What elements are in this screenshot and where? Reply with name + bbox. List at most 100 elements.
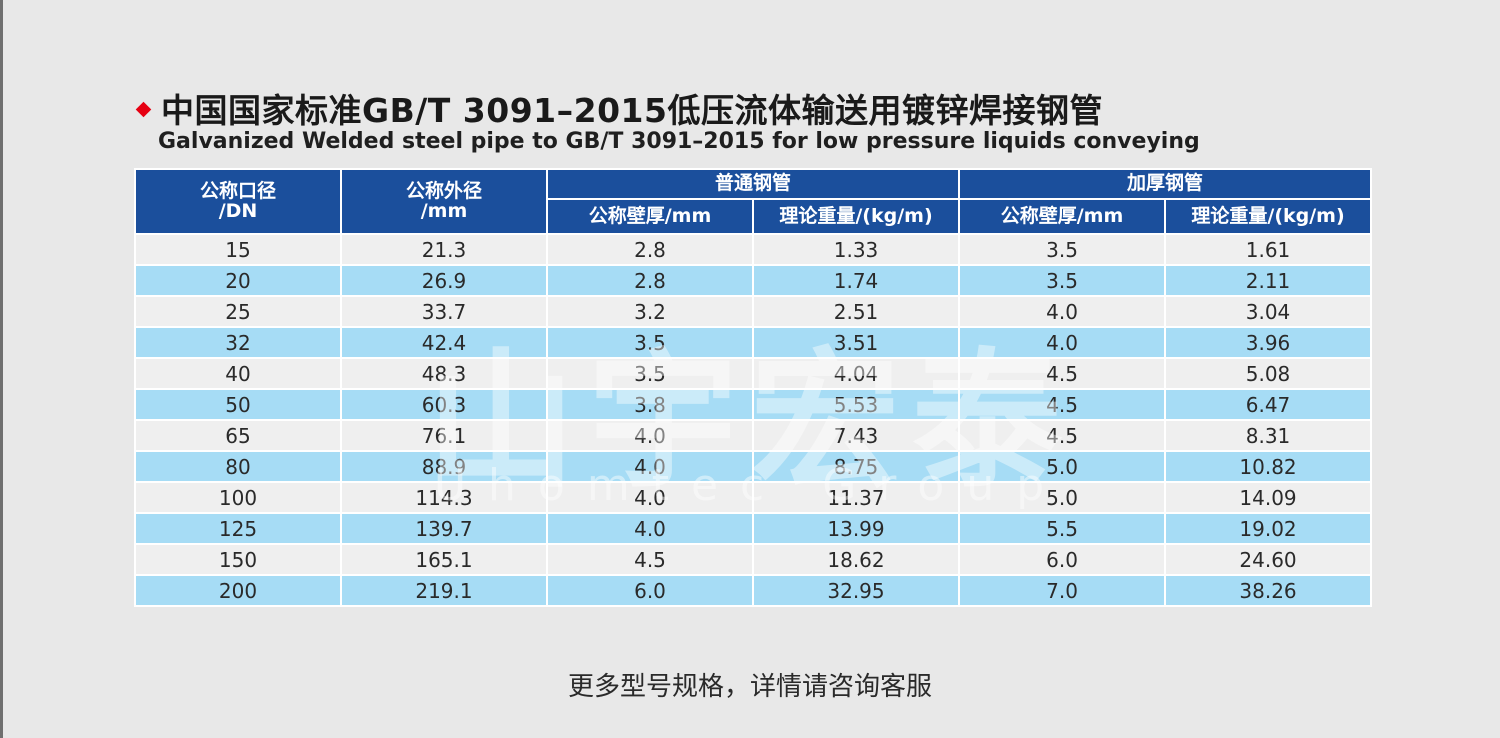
cell-od: 26.9	[340, 264, 548, 297]
cell-dn: 65	[134, 419, 342, 452]
cell-thick-weight: 19.02	[1164, 512, 1373, 545]
table-row: 20 26.9 2.8 1.74 3.5 2.11	[134, 264, 1373, 297]
cell-regular-weight: 7.43	[751, 419, 961, 452]
table-row: 40 48.3 3.5 4.04 4.5 5.08	[134, 357, 1373, 390]
cell-regular-weight: 1.33	[751, 233, 961, 266]
cell-regular-wall: 4.5	[546, 543, 754, 576]
title-chinese: 中国国家标准GB/T 3091–2015低压流体输送用镀锌焊接钢管	[132, 84, 1103, 132]
table-row: 100 114.3 4.0 11.37 5.0 14.09	[134, 481, 1373, 514]
cell-dn: 100	[134, 481, 342, 514]
cell-thick-wall: 4.5	[958, 357, 1167, 390]
header-regular-weight: 理论重量/(kg/m)	[751, 198, 961, 235]
header-od-line2: /mm	[420, 199, 468, 222]
cell-od: 33.7	[340, 295, 548, 328]
table-row: 125 139.7 4.0 13.99 5.5 19.02	[134, 512, 1373, 545]
header-thick-wall: 公称壁厚/mm	[958, 198, 1167, 235]
cell-thick-weight: 38.26	[1164, 574, 1373, 607]
cell-thick-wall: 6.0	[958, 543, 1167, 576]
cell-dn: 200	[134, 574, 342, 607]
cell-thick-weight: 8.31	[1164, 419, 1373, 452]
cell-od: 21.3	[340, 233, 548, 266]
table-header: 公称口径 /DN 公称外径 /mm 普通钢管 加厚钢管 公称壁厚/mm 理论重量…	[134, 168, 1373, 235]
cell-dn: 40	[134, 357, 342, 390]
cell-thick-weight: 24.60	[1164, 543, 1373, 576]
cell-regular-weight: 18.62	[751, 543, 961, 576]
cell-od: 165.1	[340, 543, 548, 576]
cell-od: 42.4	[340, 326, 548, 359]
cell-od: 114.3	[340, 481, 548, 514]
header-regular-wall: 公称壁厚/mm	[546, 198, 754, 235]
cell-thick-weight: 6.47	[1164, 388, 1373, 421]
cell-thick-wall: 4.0	[958, 326, 1167, 359]
cell-regular-weight: 11.37	[751, 481, 961, 514]
cell-regular-wall: 3.8	[546, 388, 754, 421]
table-body: 15 21.3 2.8 1.33 3.5 1.61 20 26.9 2.8 1.74 3.5 2.11…	[134, 233, 1373, 607]
header-od-line1: 公称外径	[405, 179, 482, 202]
spec-table: 公称口径 /DN 公称外径 /mm 普通钢管 加厚钢管 公称壁厚/mm 理论重量…	[134, 168, 1373, 607]
header-thick-weight: 理论重量/(kg/m)	[1164, 198, 1373, 235]
title-english: Galvanized Welded steel pipe to GB/T 309…	[158, 129, 1200, 154]
table-row: 150 165.1 4.5 18.62 6.0 24.60	[134, 543, 1373, 576]
title-chinese-text: 中国国家标准GB/T 3091–2015低压流体输送用镀锌焊接钢管	[161, 91, 1103, 130]
cell-regular-wall: 4.0	[546, 481, 754, 514]
cell-thick-wall: 4.5	[958, 419, 1167, 452]
cell-regular-wall: 3.2	[546, 295, 754, 328]
cell-regular-weight: 4.04	[751, 357, 961, 390]
cell-regular-weight: 32.95	[751, 574, 961, 607]
cell-od: 60.3	[340, 388, 548, 421]
table-row: 32 42.4 3.5 3.51 4.0 3.96	[134, 326, 1373, 359]
table-row: 65 76.1 4.0 7.43 4.5 8.31	[134, 419, 1373, 452]
cell-thick-weight: 1.61	[1164, 233, 1373, 266]
cell-thick-weight: 5.08	[1164, 357, 1373, 390]
table-row: 25 33.7 3.2 2.51 4.0 3.04	[134, 295, 1373, 328]
cell-thick-weight: 10.82	[1164, 450, 1373, 483]
cell-od: 76.1	[340, 419, 548, 452]
cell-thick-wall: 3.5	[958, 233, 1167, 266]
cell-regular-weight: 3.51	[751, 326, 961, 359]
table-row: 15 21.3 2.8 1.33 3.5 1.61	[134, 233, 1373, 266]
cell-thick-weight: 3.04	[1164, 295, 1373, 328]
cell-regular-weight: 8.75	[751, 450, 961, 483]
header-group-thick: 加厚钢管	[958, 168, 1373, 200]
cell-thick-weight: 3.96	[1164, 326, 1373, 359]
cell-regular-weight: 5.53	[751, 388, 961, 421]
cell-regular-wall: 2.8	[546, 233, 754, 266]
cell-thick-wall: 5.0	[958, 450, 1167, 483]
cell-thick-wall: 5.5	[958, 512, 1167, 545]
cell-regular-wall: 3.5	[546, 357, 754, 390]
cell-regular-weight: 13.99	[751, 512, 961, 545]
cell-thick-wall: 5.0	[958, 481, 1167, 514]
cell-thick-weight: 14.09	[1164, 481, 1373, 514]
cell-dn: 32	[134, 326, 342, 359]
cell-dn: 20	[134, 264, 342, 297]
cell-regular-wall: 2.8	[546, 264, 754, 297]
cell-od: 88.9	[340, 450, 548, 483]
header-group-regular: 普通钢管	[545, 168, 961, 200]
cell-dn: 125	[134, 512, 342, 545]
cell-regular-weight: 2.51	[751, 295, 961, 328]
header-dn: 公称口径 /DN	[134, 168, 342, 235]
cell-regular-wall: 6.0	[546, 574, 754, 607]
red-diamond-icon	[135, 101, 152, 118]
header-od: 公称外径 /mm	[340, 168, 548, 235]
header-dn-line1: 公称口径	[199, 179, 276, 202]
footer-note: 更多型号规格，详情请咨询客服	[567, 672, 932, 702]
cell-regular-wall: 4.0	[546, 419, 754, 452]
cell-dn: 25	[134, 295, 342, 328]
cell-thick-wall: 4.5	[958, 388, 1167, 421]
cell-thick-wall: 4.0	[958, 295, 1167, 328]
table-row: 200 219.1 6.0 32.95 7.0 38.26	[134, 574, 1373, 607]
cell-regular-wall: 3.5	[546, 326, 754, 359]
cell-dn: 50	[134, 388, 342, 421]
cell-od: 48.3	[340, 357, 548, 390]
table-row: 80 88.9 4.0 8.75 5.0 10.82	[134, 450, 1373, 483]
frame-edge	[0, 0, 3, 738]
cell-dn: 80	[134, 450, 342, 483]
header-dn-line2: /DN	[218, 199, 258, 222]
cell-regular-wall: 4.0	[546, 512, 754, 545]
cell-regular-wall: 4.0	[546, 450, 754, 483]
table-row: 50 60.3 3.8 5.53 4.5 6.47	[134, 388, 1373, 421]
cell-od: 219.1	[340, 574, 548, 607]
cell-od: 139.7	[340, 512, 548, 545]
cell-thick-wall: 3.5	[958, 264, 1167, 297]
